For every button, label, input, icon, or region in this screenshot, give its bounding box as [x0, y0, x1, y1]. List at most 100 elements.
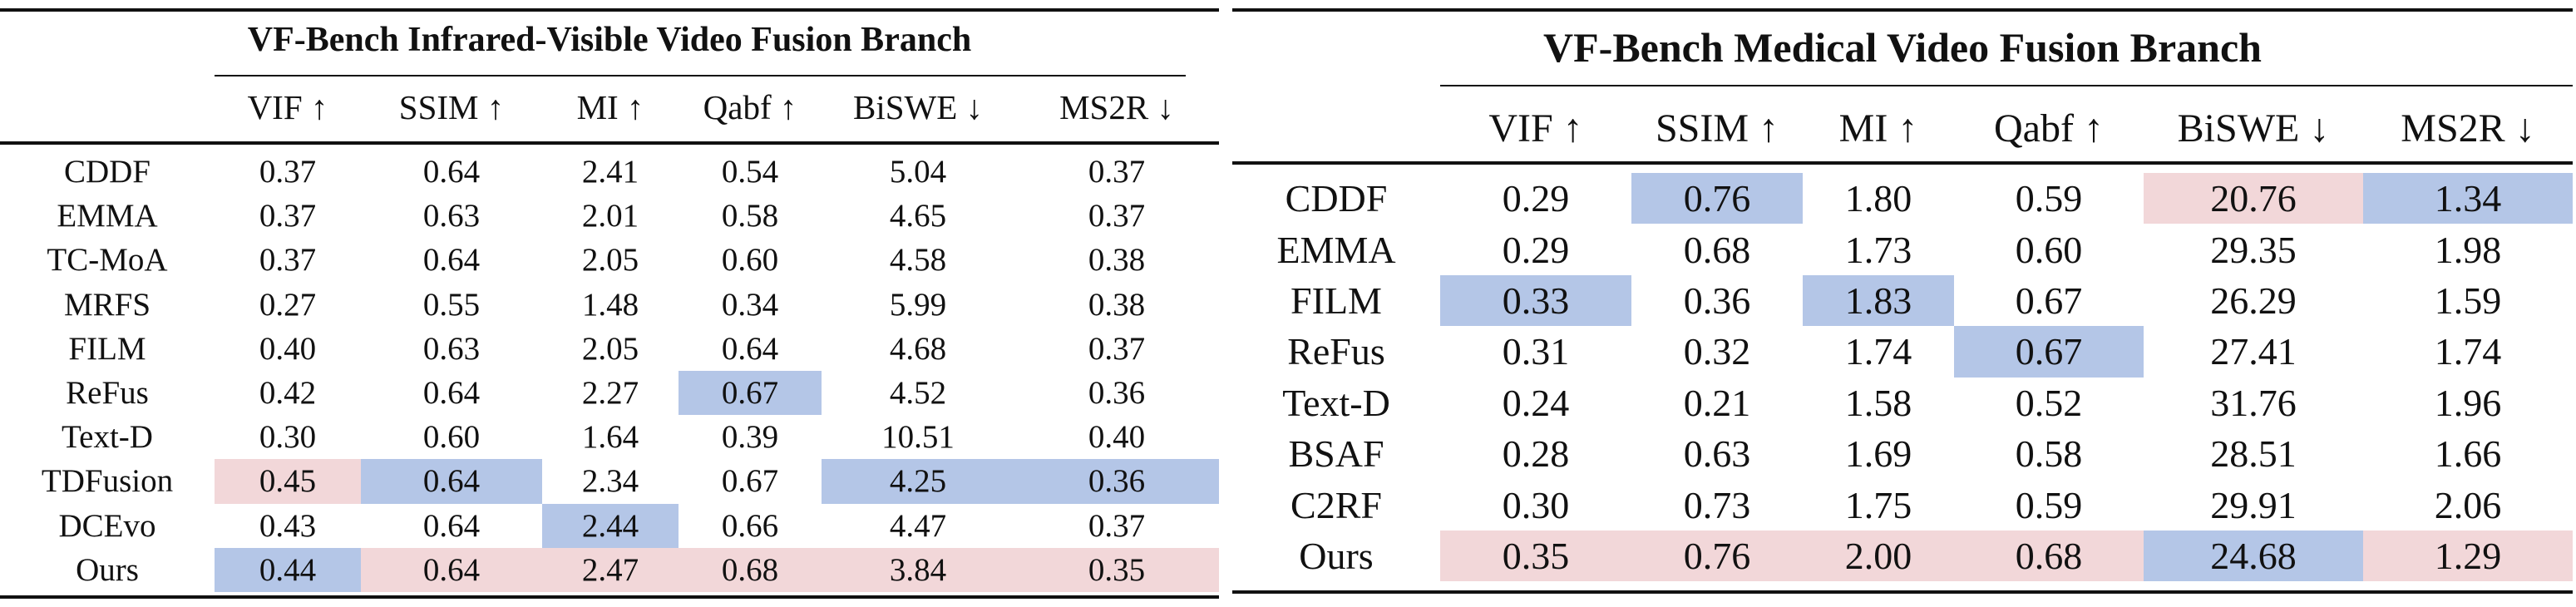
metric-cell: 0.34: [721, 286, 779, 323]
metric-cell: 1.74: [2434, 330, 2502, 373]
metric-cell: 1.96: [2434, 381, 2502, 424]
method-cell: FILM: [68, 330, 146, 367]
metric-cell: 0.60: [422, 419, 481, 456]
table-row: C2RF 0.30 0.73 1.75 0.59 29.91 2.06: [1232, 479, 2573, 530]
table-row: FILM 0.40 0.63 2.05 0.64 4.68 0.37: [0, 327, 1219, 371]
metric-cell: 29.35: [2210, 228, 2297, 271]
metric-cell: 28.51: [2210, 432, 2297, 476]
metric-cell: 4.47: [889, 507, 947, 544]
metric-cell: 0.29: [1502, 177, 1570, 220]
metric-cell: 0.60: [2015, 228, 2083, 271]
metric-cell: 0.32: [1683, 330, 1751, 373]
metric-cell: 0.67: [2015, 279, 2083, 322]
metric-cell: 0.37: [259, 154, 317, 190]
metric-cell: 0.27: [259, 286, 317, 323]
metric-cell: 2.44: [542, 503, 679, 548]
metric-cell: 0.68: [1683, 228, 1751, 271]
metric-cell: 0.64: [361, 547, 542, 592]
column-header: MI ↑: [576, 88, 644, 126]
metric-cell: 2.05: [581, 330, 639, 367]
column-header: BiSWE ↓: [852, 88, 984, 126]
metric-cell: 4.68: [889, 330, 947, 367]
method-cell: CDDF: [1285, 177, 1388, 220]
metric-cell: 0.35: [1014, 547, 1219, 592]
metric-cell: 2.00: [1803, 530, 1954, 582]
metric-cell: 2.01: [581, 198, 639, 234]
metric-cell: 2.34: [581, 463, 639, 500]
metric-cell: 0.68: [679, 547, 822, 592]
metric-cell: 20.76: [2144, 173, 2363, 225]
table-row: CDDF 0.29 0.76 1.80 0.59 20.76 1.34: [1232, 173, 2573, 225]
metric-cell: 4.65: [889, 198, 947, 234]
metric-cell: 1.58: [1844, 381, 1912, 424]
metric-cell: 1.74: [1844, 330, 1912, 373]
metric-cell: 1.34: [2363, 173, 2573, 225]
metric-cell: 0.64: [422, 154, 481, 190]
method-cell: DCEvo: [58, 507, 156, 544]
metric-cell: 0.54: [721, 154, 779, 190]
method-cell: EMMA: [1276, 228, 1396, 271]
metric-cell: 4.52: [889, 375, 947, 412]
metric-cell: 0.58: [721, 198, 779, 234]
metric-cell: 0.66: [721, 507, 779, 544]
metric-cell: 1.75: [1844, 483, 1912, 526]
method-cell: TC-MoA: [47, 242, 168, 279]
metric-cell: 0.63: [1683, 432, 1751, 476]
metric-cell: 0.21: [1683, 381, 1751, 424]
top-rule: [0, 8, 1219, 12]
table-row: MRFS 0.27 0.55 1.48 0.34 5.99 0.38: [0, 283, 1219, 327]
metric-cell: 0.43: [259, 507, 317, 544]
metric-cell: 0.37: [259, 242, 317, 279]
header-row: VIF ↑ SSIM ↑ MI ↑ Qabf ↑ BiSWE ↓ MS2R ↓: [1232, 93, 2573, 163]
table-row: Text-D 0.30 0.60 1.64 0.39 10.51 0.40: [0, 415, 1219, 459]
metric-cell: 0.35: [1440, 530, 1631, 582]
header-row: VIF ↑ SSIM ↑ MI ↑ Qabf ↑ BiSWE ↓ MS2R ↓: [0, 76, 1219, 138]
metric-cell: 26.29: [2210, 279, 2297, 322]
metric-cell: 0.38: [1088, 286, 1146, 323]
metric-cell: 0.52: [2015, 381, 2083, 424]
metric-cell: 0.67: [1954, 326, 2144, 378]
metric-cell: 0.29: [1502, 228, 1570, 271]
metric-cell: 0.37: [1088, 507, 1146, 544]
header-rule: [1232, 161, 2573, 165]
metric-cell: 1.80: [1844, 177, 1912, 220]
table-row: ReFus 0.42 0.64 2.27 0.67 4.52 0.36: [0, 370, 1219, 416]
column-header: VIF ↑: [247, 88, 328, 126]
metric-cell: 2.06: [2434, 483, 2502, 526]
column-header: MI ↑: [1838, 106, 1918, 151]
metric-cell: 0.76: [1631, 530, 1803, 582]
metric-cell: 0.37: [259, 198, 317, 234]
table-row: EMMA 0.29 0.68 1.73 0.60 29.35 1.98: [1232, 224, 2573, 274]
column-header: SSIM ↑: [1655, 106, 1779, 151]
metric-cell: 0.24: [1502, 381, 1570, 424]
method-cell: ReFus: [1287, 330, 1385, 373]
header-cmidrule: [1440, 85, 2573, 86]
top-rule: [1232, 8, 2573, 12]
table-title: VF-Bench Medical Video Fusion Branch: [1543, 24, 2262, 71]
metric-cell: 2.47: [542, 547, 679, 592]
table-title: VF-Bench Infrared-Visible Video Fusion B…: [247, 21, 972, 59]
metric-cell: 0.39: [721, 419, 779, 456]
metric-cell: 0.76: [1631, 173, 1803, 225]
metric-cell: 0.73: [1683, 483, 1751, 526]
metric-cell: 24.68: [2144, 530, 2363, 582]
metric-cell: 0.67: [679, 370, 822, 416]
metric-cell: 1.48: [581, 286, 639, 323]
table-row: ReFus 0.31 0.32 1.74 0.67 27.41 1.74: [1232, 326, 2573, 378]
method-cell: CDDF: [63, 154, 151, 190]
metric-cell: 0.40: [1088, 419, 1146, 456]
table-row: CDDF 0.37 0.64 2.41 0.54 5.04 0.37: [0, 150, 1219, 194]
method-header: [1232, 93, 1440, 163]
table-row: TDFusion 0.45 0.64 2.34 0.67 4.25 0.36: [0, 459, 1219, 504]
method-cell: FILM: [1290, 279, 1382, 322]
metric-cell: 0.37: [1088, 154, 1146, 190]
metric-cell: 29.91: [2210, 483, 2297, 526]
table-row: Text-D 0.24 0.21 1.58 0.52 31.76 1.96: [1232, 378, 2573, 428]
metric-cell: 0.40: [259, 330, 317, 367]
metric-cell: 5.04: [889, 154, 947, 190]
metric-cell: 0.64: [422, 507, 481, 544]
metric-cell: 5.99: [889, 286, 947, 323]
metric-cell: 1.73: [1844, 228, 1912, 271]
method-cell: C2RF: [1290, 483, 1382, 526]
metric-cell: 0.31: [1502, 330, 1570, 373]
